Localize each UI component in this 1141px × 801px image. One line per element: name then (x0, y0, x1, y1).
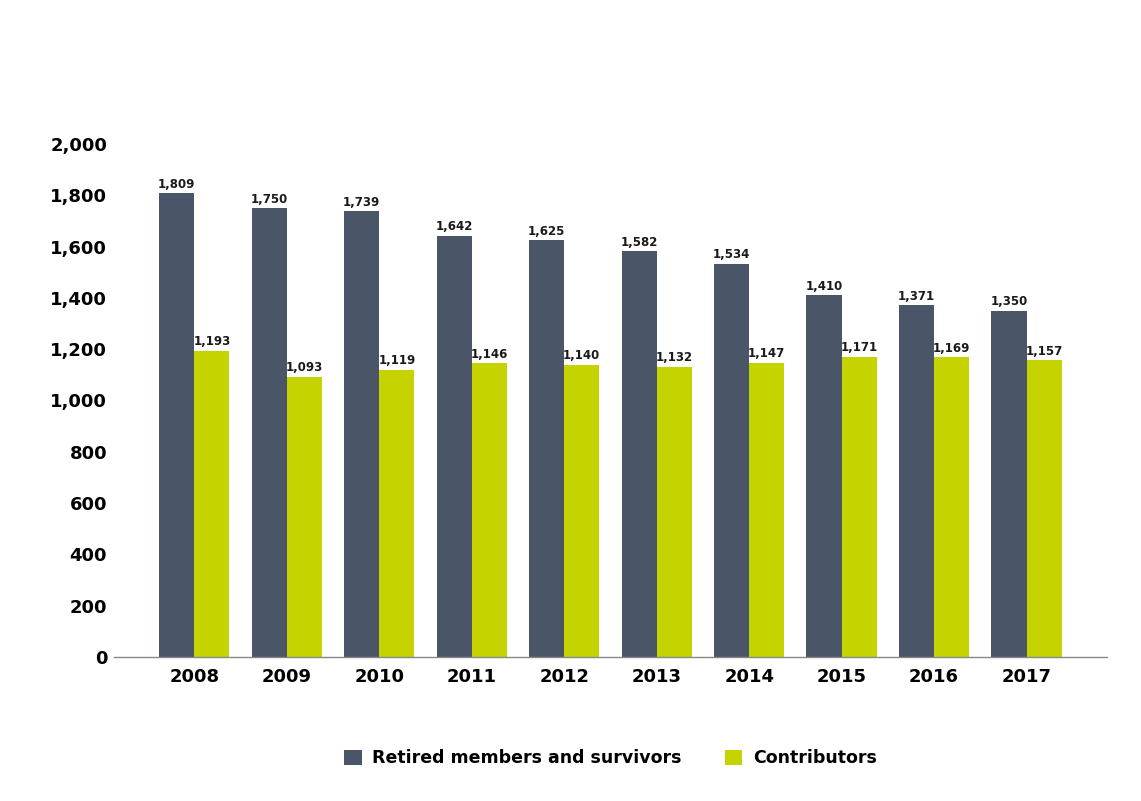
Bar (1027, 360, 1061, 657)
Text: 1,193: 1,193 (193, 336, 230, 348)
Text: 1,350: 1,350 (990, 296, 1028, 308)
Text: 1,119: 1,119 (378, 354, 415, 368)
Bar (657, 367, 691, 657)
Text: 1,146: 1,146 (470, 348, 508, 360)
Bar (471, 363, 507, 657)
Text: 1,625: 1,625 (528, 225, 565, 238)
Bar (160, 193, 194, 657)
Text: 1,093: 1,093 (285, 361, 323, 374)
Text: 1,534: 1,534 (713, 248, 751, 261)
Bar (714, 264, 750, 657)
Bar (286, 376, 322, 657)
Text: 1,157: 1,157 (1026, 344, 1062, 358)
Text: 1,140: 1,140 (564, 349, 600, 362)
Text: 1,132: 1,132 (656, 351, 693, 364)
Text: 1,750: 1,750 (251, 193, 288, 206)
Bar (842, 356, 876, 657)
Bar (934, 357, 969, 657)
Text: 1,582: 1,582 (621, 235, 657, 249)
Text: 1,809: 1,809 (159, 178, 195, 191)
Bar (899, 305, 934, 657)
Text: 1,171: 1,171 (841, 341, 877, 354)
Bar (622, 252, 657, 657)
Bar (750, 363, 784, 657)
Legend: Retired members and survivors, Contributors: Retired members and survivors, Contribut… (338, 743, 883, 775)
Text: 1,410: 1,410 (806, 280, 843, 293)
Bar (564, 364, 599, 657)
Bar (807, 296, 842, 657)
Text: 1,642: 1,642 (436, 220, 472, 233)
Text: 1,147: 1,147 (748, 348, 785, 360)
Text: 1,169: 1,169 (933, 341, 970, 355)
Bar (194, 351, 229, 657)
Bar (529, 240, 564, 657)
Bar (379, 370, 414, 657)
Bar (992, 311, 1027, 657)
Bar (437, 236, 471, 657)
Text: 1,371: 1,371 (898, 290, 934, 303)
Bar (252, 208, 286, 657)
Bar (345, 211, 379, 657)
Text: 1,739: 1,739 (343, 195, 380, 208)
